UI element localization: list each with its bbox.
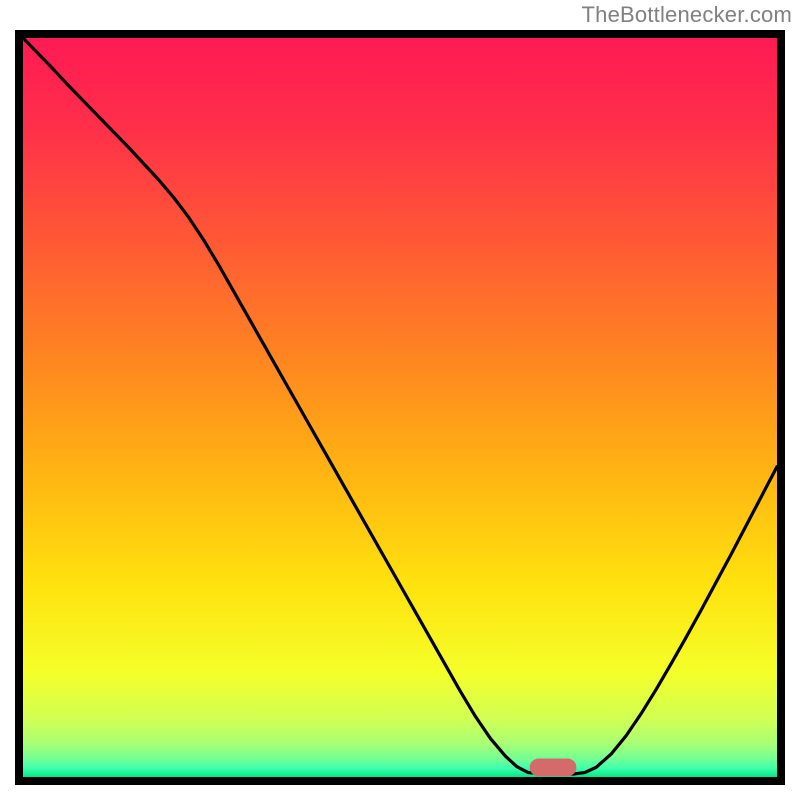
plot-svg [23,38,777,777]
watermark-text: TheBottlenecker.com [582,2,792,28]
stage: TheBottlenecker.com [0,0,800,800]
plot-background [23,38,777,777]
plot-area [23,38,777,777]
optimum-marker [530,759,577,777]
